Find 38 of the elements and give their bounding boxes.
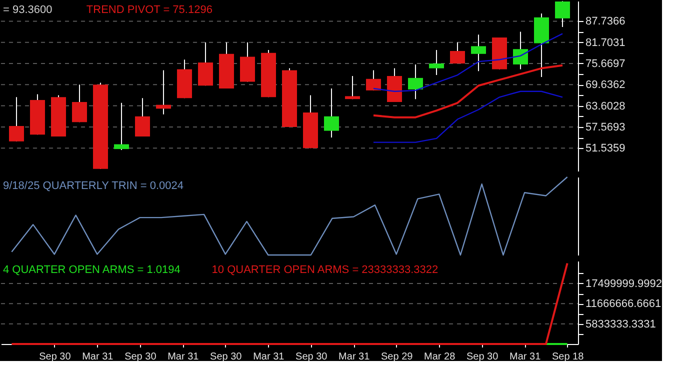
y-tick-label: 11666666.6661: [586, 298, 662, 310]
candlestick: [9, 96, 24, 142]
candlestick: [324, 88, 339, 138]
y-tick-label: 51.5359: [586, 142, 626, 155]
y-tick-label: 81.7031: [586, 36, 626, 49]
x-tick-label: Mar 31: [338, 352, 370, 362]
candlestick: [156, 70, 171, 115]
candlestick: [408, 64, 423, 100]
y-tick-label: 57.5693: [586, 121, 626, 134]
chart-title: = 93.3600: [3, 4, 52, 16]
candlestick: [345, 76, 360, 100]
text: TREND PIVOT = 75.1296: [86, 4, 212, 16]
y-tick-label: 75.6697: [586, 58, 626, 70]
candlestick: [135, 98, 150, 138]
x-tick-label: Mar 31: [510, 352, 542, 362]
candlestick: [198, 42, 213, 86]
x-tick-label: Mar 31: [168, 352, 200, 362]
candlestick: [513, 31, 528, 70]
candlestick: [114, 102, 129, 151]
x-tick-label: Mar 31: [82, 352, 114, 362]
y-tick-label: 69.6362: [586, 79, 626, 92]
candlestick: [429, 50, 444, 76]
candlestick: [72, 84, 87, 123]
chart-title: 9/18/25 QUARTERLY TRIN = 0.0024: [3, 180, 184, 192]
candlestick: [450, 42, 465, 64]
line-series: [372, 90, 564, 143]
candlestick: [555, 0, 570, 28]
candlestick: [471, 34, 486, 72]
text: 10 QUARTER OPEN ARMS = 23333333.3322: [212, 264, 438, 276]
y-tick-label: 5833333.3331: [586, 318, 656, 330]
x-tick-label: Mar 31: [253, 352, 285, 362]
x-tick-label: Mar 28: [424, 352, 456, 362]
y-tick-label: 63.6028: [586, 100, 626, 112]
line-series: [372, 64, 564, 118]
text: 4 QUARTER OPEN ARMS = 1.0194: [3, 264, 180, 276]
y-tick-label: 17499999.9992: [586, 278, 662, 290]
y-tick-label: 87.7366: [586, 16, 626, 28]
candlestick: [366, 70, 381, 91]
